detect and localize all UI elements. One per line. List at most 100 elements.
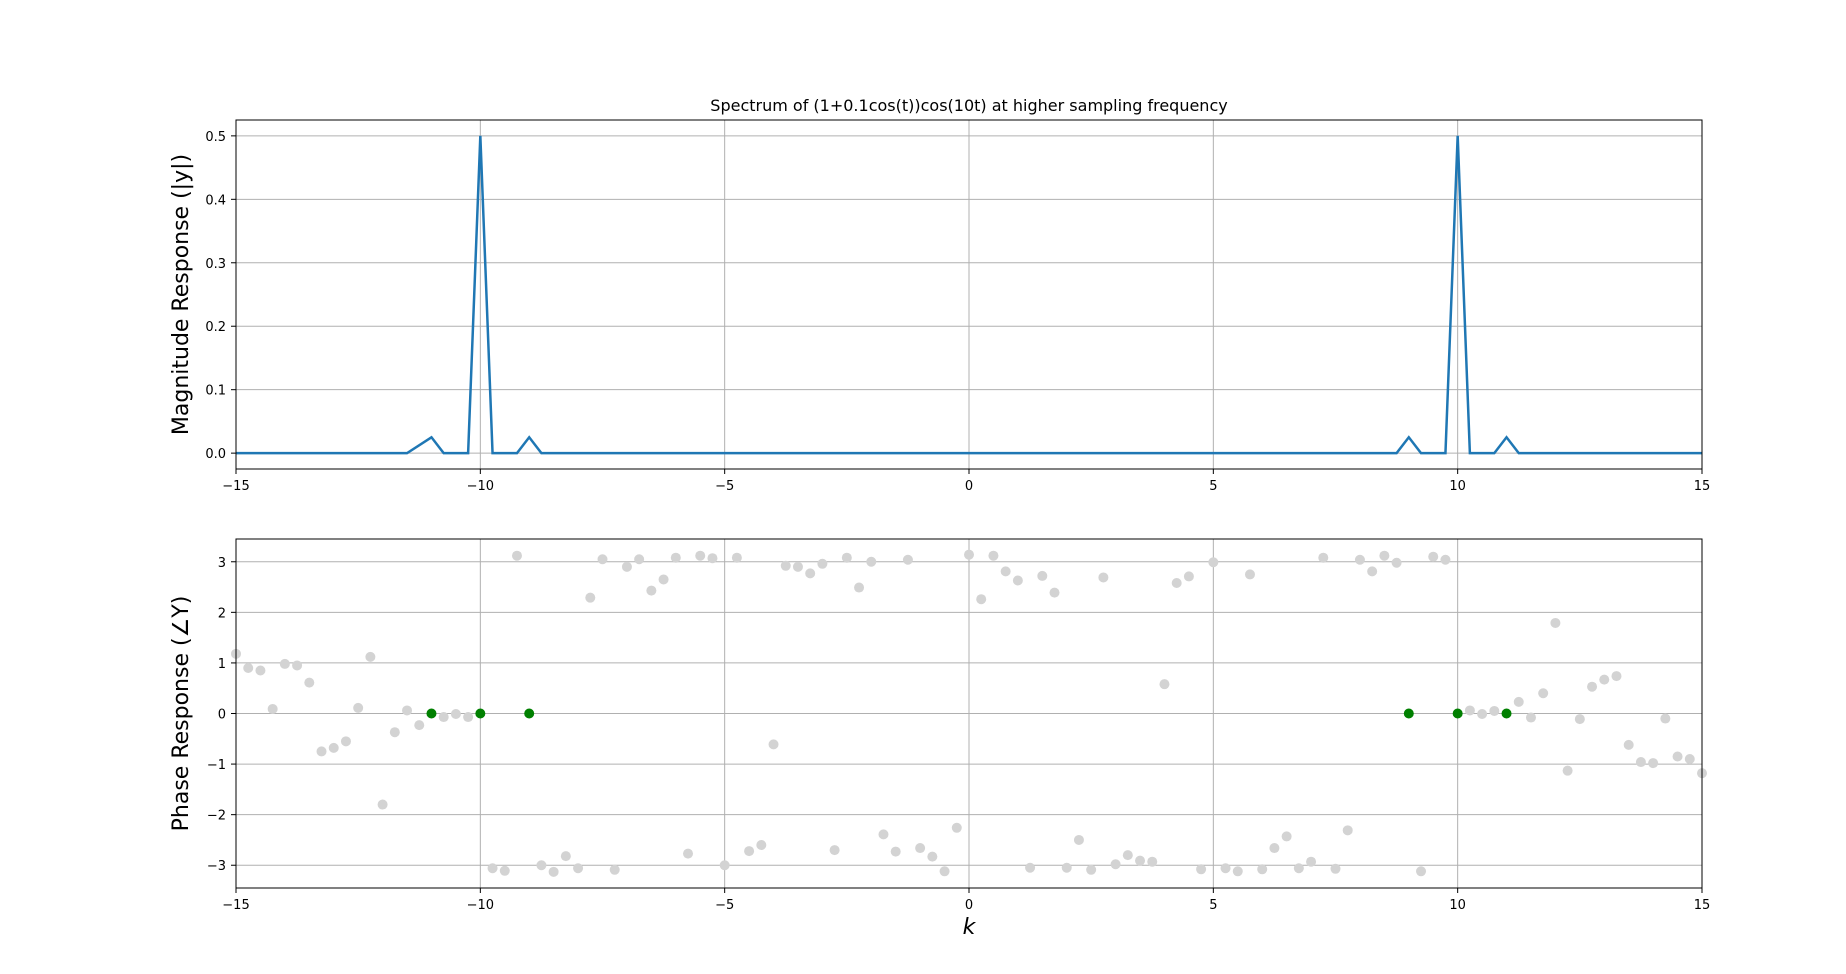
magnitude-x-tick-label: −5 [715, 479, 734, 494]
phase-point [1244, 569, 1255, 580]
phase-point [707, 553, 718, 564]
phase-point [780, 560, 791, 571]
phase-point [1672, 751, 1683, 762]
phase-point [890, 846, 901, 857]
phase-point [1684, 754, 1695, 765]
phase-point [670, 552, 681, 563]
phase-y-tick-label: 0 [218, 708, 226, 723]
magnitude-x-tick-label: 10 [1449, 479, 1466, 494]
phase-point [1342, 825, 1353, 836]
phase-y-tick-label: 1 [218, 657, 226, 672]
phase-y-tick-label: −2 [207, 809, 226, 824]
phase-point [1391, 557, 1402, 568]
phase-point [1367, 566, 1378, 577]
phase-point [817, 558, 828, 569]
phase-x-tick-label: 0 [965, 898, 973, 913]
phase-point [1135, 855, 1146, 866]
phase-point [1379, 550, 1390, 561]
chart-title: Spectrum of (1+0.1cos(t))cos(10t) at hig… [710, 96, 1227, 115]
phase-y-tick-label: 2 [218, 606, 226, 621]
phase-point [548, 866, 559, 877]
phase-point [1464, 705, 1475, 716]
phase-point [854, 582, 865, 593]
phase-point [304, 677, 315, 688]
phase-point [1037, 570, 1048, 581]
magnitude-line [236, 135, 1702, 455]
phase-point [695, 550, 706, 561]
phase-highlight-point [1452, 708, 1463, 719]
phase-x-tick-label: −5 [715, 898, 734, 913]
phase-point [964, 549, 974, 560]
phase-point [1049, 587, 1060, 598]
phase-point [829, 845, 840, 856]
phase-point [1587, 681, 1598, 692]
phase-point [585, 592, 596, 603]
phase-point [511, 550, 522, 561]
magnitude-grid [235, 120, 1703, 469]
phase-point [450, 709, 461, 720]
phase-point [243, 662, 254, 673]
phase-point [438, 712, 449, 723]
phase-point [1000, 566, 1011, 577]
phase-point [1110, 859, 1121, 870]
phase-point [609, 864, 620, 875]
phase-point [658, 574, 669, 585]
phase-point [1611, 671, 1622, 682]
magnitude-y-axis-label: Magnitude Response (|y|) [169, 154, 194, 435]
phase-point [1660, 713, 1671, 724]
phase-point [1257, 864, 1268, 875]
phase-point [597, 554, 608, 565]
phase-point [1562, 765, 1573, 776]
magnitude-x-tick-label: 0 [965, 479, 973, 494]
phase-point [1428, 551, 1439, 562]
phase-point [621, 561, 632, 572]
phase-point [353, 702, 364, 713]
phase-highlight-point [475, 708, 486, 719]
phase-point [340, 736, 351, 747]
phase-y-tick-label: −1 [207, 758, 226, 773]
phase-point [1489, 705, 1500, 716]
phase-point [573, 863, 584, 874]
magnitude-x-tick-label: 5 [1209, 479, 1217, 494]
phase-point [988, 550, 999, 561]
phase-point [744, 846, 755, 857]
phase-y-tick-label: −3 [207, 859, 226, 874]
phase-point [976, 594, 987, 605]
phase-point [1196, 864, 1207, 875]
phase-point [1318, 552, 1329, 563]
phase-point [927, 851, 938, 862]
phase-point [951, 822, 962, 833]
magnitude-y-tick-label: 0.3 [205, 257, 226, 272]
phase-point [1159, 679, 1170, 690]
phase-point [805, 568, 816, 579]
phase-point [1061, 862, 1072, 873]
phase-point [841, 552, 852, 563]
phase-point [365, 651, 376, 662]
phase-point [1574, 714, 1585, 725]
phase-point [1220, 863, 1231, 874]
phase-point [279, 658, 290, 669]
phase-point [1416, 866, 1427, 877]
phase-marks [231, 549, 1707, 877]
phase-point [267, 703, 278, 714]
phase-point [1122, 850, 1133, 861]
magnitude-y-tick-label: 0.4 [205, 193, 226, 208]
magnitude-marks [236, 135, 1702, 455]
phase-point [1538, 688, 1549, 699]
phase-point [1293, 863, 1304, 874]
phase-point [719, 860, 730, 871]
phase-point [1306, 856, 1317, 867]
phase-point [1171, 578, 1182, 589]
phase-highlight-point [426, 708, 437, 719]
phase-x-tick-label: −10 [467, 898, 494, 913]
phase-point [1440, 554, 1451, 565]
phase-point [389, 727, 400, 738]
phase-point [499, 865, 510, 876]
phase-point [866, 556, 877, 567]
magnitude-x-tick-label: −15 [222, 479, 249, 494]
phase-point [487, 863, 498, 874]
phase-y-axis-label: Phase Response (∠Y) [169, 596, 194, 832]
magnitude-plot: −15 −10 −5 0 5 10 15 0.0 0.1 0.2 0.3 0.4 0.5 Spectru… [169, 96, 1710, 494]
